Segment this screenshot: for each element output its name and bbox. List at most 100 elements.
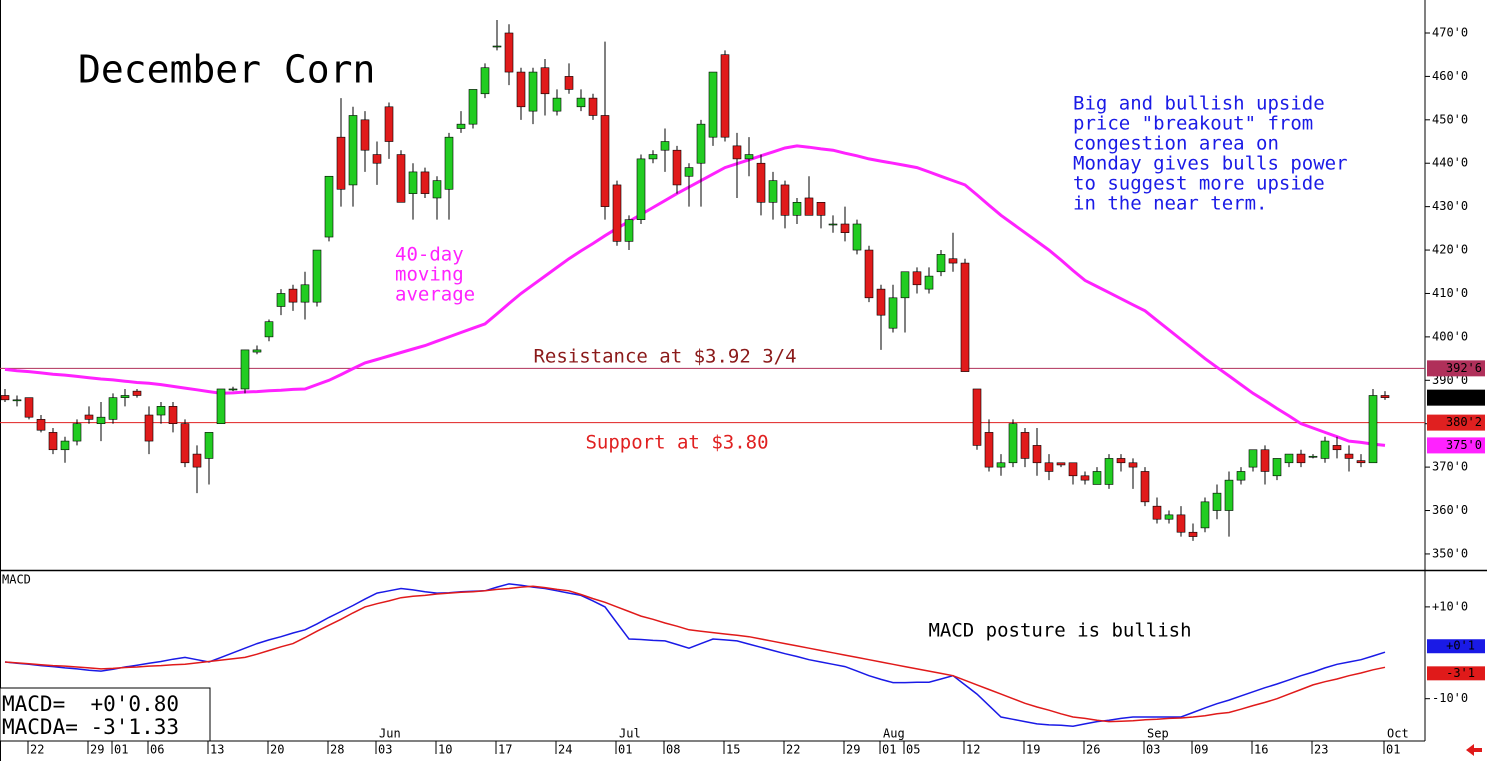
x-tick-label: 28 (330, 743, 344, 757)
y-tick-label: 410'0 (1432, 286, 1468, 300)
candle-body (1224, 479, 1234, 511)
price-tag (1427, 389, 1485, 406)
candle-body (876, 288, 886, 316)
candle-body (516, 71, 526, 108)
candle-body (1308, 455, 1318, 458)
candle-body (60, 440, 70, 451)
candle-body (756, 162, 766, 203)
value-tag-label: +0'1 (1446, 639, 1475, 653)
annotation: congestion area on (1073, 133, 1279, 155)
candle-body (1320, 440, 1330, 459)
candle-body (48, 432, 58, 451)
candle-body (624, 219, 634, 242)
candle-body (720, 54, 730, 138)
candle-body (684, 167, 694, 177)
candle-body (1176, 514, 1186, 533)
x-tick-label: 26 (1086, 743, 1100, 757)
candle-body (828, 223, 838, 226)
macd-panel: +10'0 -10'0 +0'1 -3'1 (4, 583, 1485, 727)
panel-title: MACD (2, 573, 31, 587)
candle-body (1044, 462, 1054, 472)
candle-body (972, 388, 982, 446)
x-tick-label: 01 (882, 743, 896, 757)
candle-body (1008, 423, 1018, 464)
candle-body (600, 115, 610, 207)
y-tick-label: 370'0 (1432, 460, 1468, 474)
candle-body (372, 154, 382, 164)
annotation: MACD posture is bullish (928, 620, 1191, 642)
candle-body (1188, 531, 1198, 537)
candle-body (660, 141, 670, 151)
candle-body (528, 71, 538, 112)
candle-body (168, 406, 178, 425)
candle-body (768, 180, 778, 203)
candle-body (1164, 514, 1174, 520)
candle-body (1140, 471, 1150, 503)
candle-body (468, 89, 478, 125)
x-tick-label: 19 (1026, 743, 1040, 757)
candle-body (132, 390, 142, 396)
candle-body (480, 67, 490, 95)
candle-body (576, 97, 586, 108)
candle-body (552, 97, 562, 112)
candle-body (732, 145, 742, 160)
x-tick-label: 29 (846, 743, 860, 757)
candle-body (672, 149, 682, 186)
candle-body (228, 388, 238, 391)
candle-body (924, 275, 934, 290)
candle-body (504, 32, 514, 73)
candle-body (396, 154, 406, 203)
x-tick-label: 23 (1314, 743, 1328, 757)
candle-body (336, 136, 346, 190)
annotation: price "breakout" from (1073, 113, 1313, 135)
macd-line (4, 585, 1386, 723)
moving-average-line (4, 144, 1386, 447)
candle-body (936, 254, 946, 273)
candle-body (204, 432, 214, 459)
price-tag-label: 380'2 (1446, 415, 1482, 429)
candle-body (324, 175, 334, 238)
candle-body (900, 271, 910, 299)
x-tick-label: 20 (270, 743, 284, 757)
candle-body (84, 414, 94, 420)
candle-body (864, 249, 874, 299)
macd-line (4, 583, 1386, 727)
x-tick-label: 03 (1146, 743, 1160, 757)
x-tick-label: 22 (30, 743, 44, 757)
price-tag-label: 392'6 (1446, 361, 1482, 375)
price-tag-label: 386'0 (1446, 390, 1482, 404)
candle-body (1152, 505, 1162, 520)
x-tick-label: 22 (786, 743, 800, 757)
candle-body (984, 432, 994, 468)
candle-body (612, 184, 622, 242)
month-label: Jun (379, 727, 401, 741)
candle-body (540, 67, 550, 95)
candle-body (240, 349, 250, 390)
month-label: Oct (1387, 727, 1409, 741)
x-tick-label: 16 (1254, 743, 1268, 757)
value-tag (1427, 666, 1485, 681)
annotation: Support at $3.80 (585, 432, 768, 454)
ma-label: moving (395, 264, 464, 286)
candle-body (1332, 445, 1342, 451)
value-tag-label: -3'1 (1446, 666, 1475, 680)
candle-body (1236, 471, 1246, 481)
candle-body (24, 397, 34, 418)
ma-label: average (395, 284, 475, 306)
candle-body (780, 184, 790, 216)
candle-body (708, 71, 718, 138)
chart-title: December Corn (78, 48, 375, 92)
x-tick-label: 08 (666, 743, 680, 757)
candle-body (288, 288, 298, 303)
annotation: in the near term. (1073, 193, 1267, 215)
nav-arrow[interactable] (1466, 744, 1482, 756)
x-tick-label: 10 (438, 743, 452, 757)
candle-body (1020, 432, 1030, 459)
month-label: Sep (1147, 727, 1169, 741)
y-tick-label: 400'0 (1432, 329, 1468, 343)
candle-body (456, 123, 466, 129)
candle-body (948, 258, 958, 264)
candle-body (1200, 501, 1210, 529)
candle-body (0, 395, 10, 401)
readout: MACDA= -3'1.33 (2, 715, 179, 739)
